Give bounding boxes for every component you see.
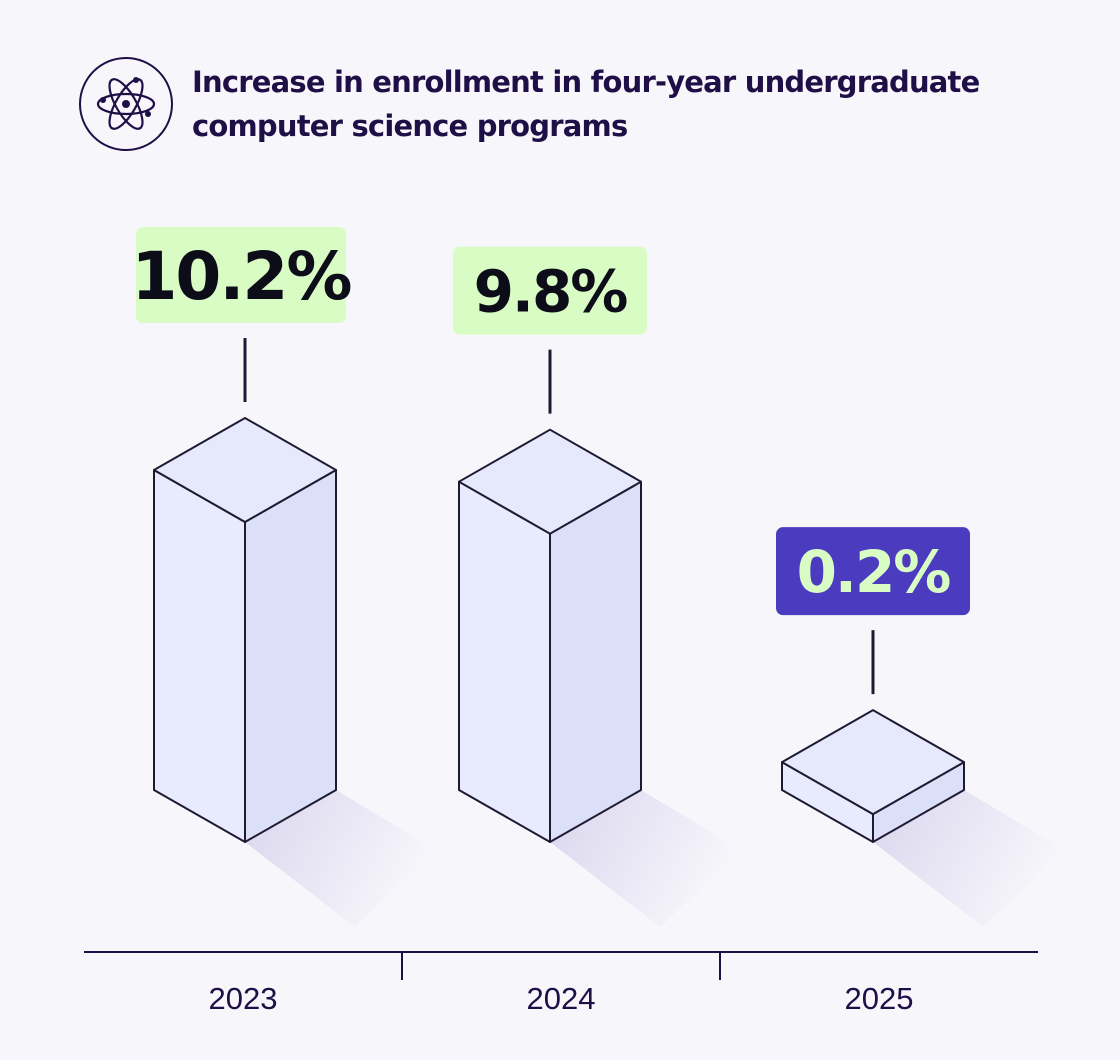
value-labels: 10.2% 9.8% 0.2% [132, 227, 970, 695]
x-tick-label: 2024 [527, 981, 596, 1016]
bar-top-face [781, 709, 965, 816]
bar [458, 428, 642, 843]
bar-shadows [245, 790, 1064, 927]
value-label: 0.2% [797, 538, 951, 606]
x-axis: 2023 2024 2025 [84, 951, 1038, 1016]
chart-header: Increase in enrollment in four-year unde… [78, 56, 1058, 156]
bar-top-face [458, 428, 642, 535]
bar [781, 709, 965, 843]
bar [153, 417, 337, 843]
value-label-box [453, 246, 647, 335]
bar-right-face [244, 469, 337, 843]
bar-left-face [458, 480, 551, 843]
bar-shadow [245, 790, 436, 927]
value-label-box [776, 527, 970, 616]
atom-icon [78, 56, 174, 152]
value-label-box [136, 227, 346, 323]
bars [153, 417, 965, 843]
x-tick-label: 2023 [209, 981, 278, 1016]
x-tick-label: 2025 [845, 981, 914, 1016]
bar-top-face [153, 417, 337, 523]
value-label: 10.2% [132, 238, 352, 315]
bar-shadow [873, 790, 1064, 927]
bar-shadow [550, 790, 741, 927]
chart-title: Increase in enrollment in four-year unde… [192, 65, 980, 143]
bar-right-face [549, 480, 642, 843]
value-label: 9.8% [474, 258, 628, 326]
bar-left-face [153, 469, 246, 843]
